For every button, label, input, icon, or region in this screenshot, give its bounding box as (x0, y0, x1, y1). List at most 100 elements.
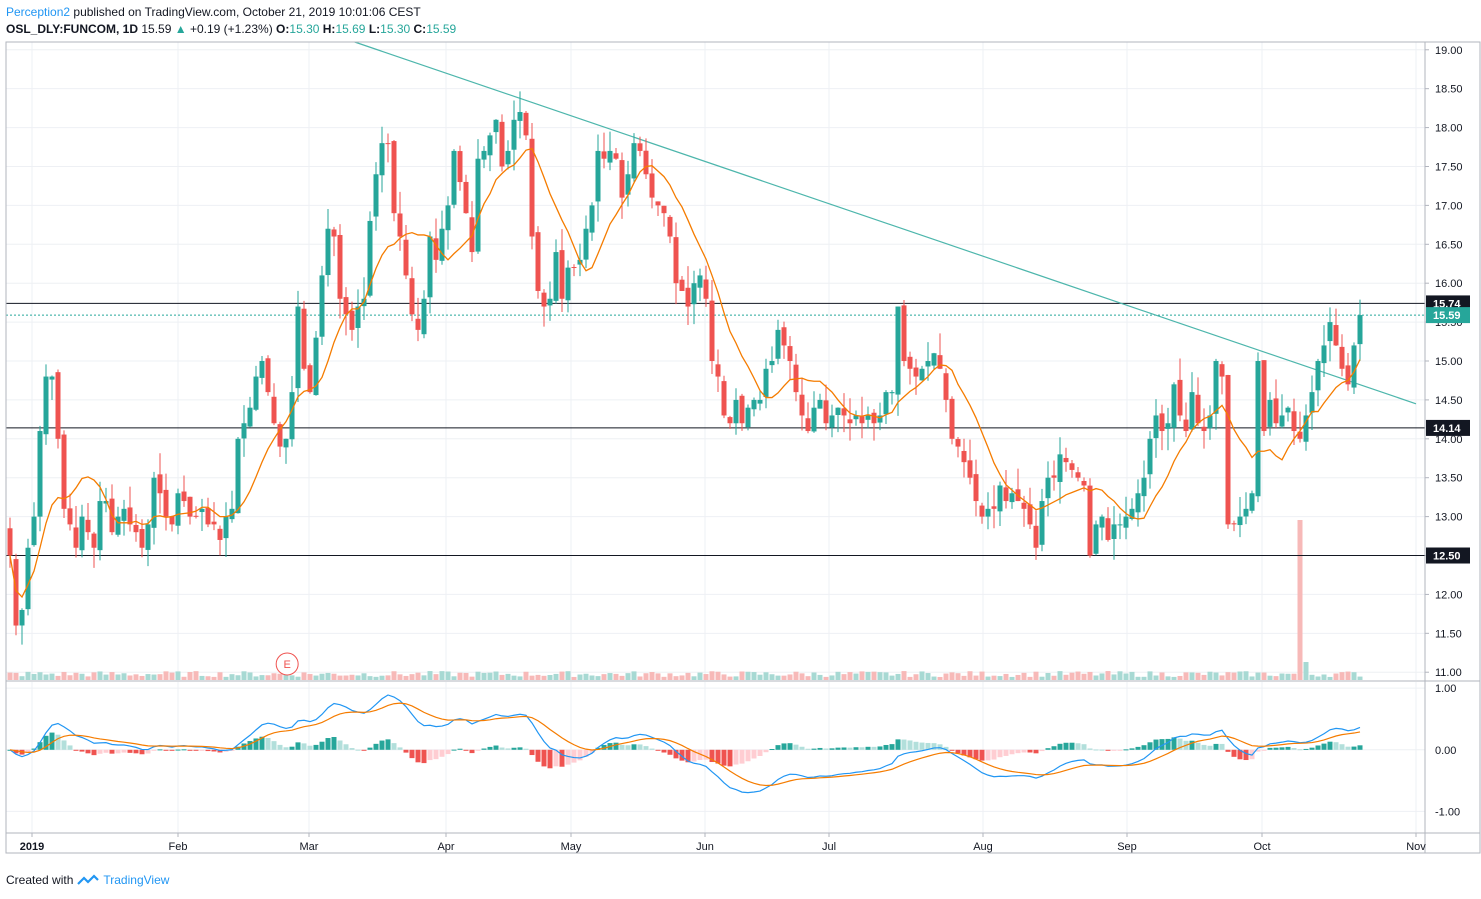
macd-histogram-bar (781, 743, 787, 750)
candle-body (691, 283, 697, 305)
macd-histogram-bar (61, 740, 67, 750)
candle-body (937, 355, 943, 369)
chart-header: Perception2 published on TradingView.com… (6, 4, 456, 38)
candle-body (217, 528, 223, 540)
candle-body (1159, 413, 1165, 432)
candle-body (133, 524, 139, 533)
candle-body (1183, 419, 1189, 432)
volume-bars (7, 520, 1363, 680)
candle-body (559, 250, 565, 299)
macd-histogram-bar (1063, 742, 1069, 750)
volume-bar (379, 675, 385, 680)
time-axis[interactable]: 2019 Feb Mar Apr May Jun Jul Aug Sep Oct Nov (20, 833, 1427, 853)
candle-body (139, 529, 145, 548)
volume-bar (841, 674, 847, 680)
macd-histogram-bar (1321, 743, 1327, 750)
volume-bar (1147, 671, 1153, 680)
macd-histogram-bar (157, 749, 163, 751)
candle-body (763, 368, 769, 397)
macd-histogram-bar (1195, 742, 1201, 750)
trend-line[interactable] (354, 41, 1417, 405)
volume-bar (697, 672, 703, 680)
signal-line (9, 702, 1361, 787)
candle-body (1213, 361, 1219, 414)
candle-body (547, 298, 553, 306)
volume-bar (703, 674, 709, 680)
macd-tick-label: 1.00 (1435, 683, 1456, 695)
macd-histogram-bar (1351, 746, 1357, 750)
volume-bar (691, 676, 697, 680)
candle-body (859, 416, 865, 424)
candle-body (565, 267, 571, 301)
candle-body (595, 150, 601, 202)
candle-body (1345, 365, 1351, 385)
candle-body (1327, 322, 1333, 342)
volume-bar (721, 674, 727, 680)
macd-histogram-bar (1111, 749, 1117, 751)
macd-histogram-bar (1225, 749, 1231, 752)
macd-histogram-bar (409, 749, 415, 759)
price-axis[interactable]: 19.0018.5018.0017.5017.0016.5016.0015.50… (1425, 45, 1463, 679)
close-value: 15.59 (426, 22, 457, 36)
volume-bar (685, 672, 691, 680)
candle-body (1081, 480, 1087, 486)
candle-body (817, 399, 823, 409)
volume-bar (217, 672, 223, 680)
macd-histogram-bar (949, 749, 955, 751)
macd-histogram-bar (13, 749, 19, 754)
macd-histogram-bar (1327, 741, 1333, 750)
author-link[interactable]: Perception2 (6, 5, 71, 19)
open-value: 15.30 (289, 22, 320, 36)
macd-histogram-bar (937, 744, 943, 750)
macd-histogram-bar (895, 739, 901, 750)
macd-histogram-bar (1141, 745, 1147, 750)
volume-bar (493, 671, 499, 680)
earnings-marker[interactable]: E (275, 652, 299, 676)
candle-body (829, 415, 835, 428)
volume-bar (61, 671, 67, 680)
candle-body (481, 150, 487, 160)
candle-body (55, 372, 61, 439)
symbol-label: OSL_DLY:FUNCOM, 1D (6, 22, 139, 36)
macd-pane (7, 694, 1363, 794)
candle-body (151, 477, 157, 528)
volume-bar (565, 671, 571, 680)
volume-bar (883, 672, 889, 680)
candle-body (895, 306, 901, 395)
macd-histogram-bar (1165, 738, 1171, 750)
volume-bar (1309, 674, 1315, 680)
macd-histogram-bar (133, 749, 139, 754)
tradingview-brand-link[interactable]: TradingView (103, 873, 170, 887)
candle-body (889, 392, 895, 394)
volume-bar (7, 672, 13, 680)
macd-histogram-bar (625, 745, 631, 750)
macd-histogram-bar (103, 749, 109, 753)
candle-body (1009, 493, 1015, 503)
volume-bar (637, 676, 643, 680)
volume-bar (319, 673, 325, 680)
candle-body (985, 508, 991, 517)
volume-bar (781, 675, 787, 680)
volume-bar (907, 676, 913, 680)
volume-bar (427, 671, 433, 680)
macd-histogram-bar (211, 749, 217, 752)
time-tick-label: Nov (1406, 841, 1426, 853)
macd-histogram-bar (817, 747, 823, 750)
candle-body (613, 153, 619, 159)
candle-body (1147, 438, 1153, 475)
volume-bar (1201, 674, 1207, 680)
publish-line: Perception2 published on TradingView.com… (6, 4, 456, 21)
candle-body (253, 376, 259, 410)
volume-bar (1129, 671, 1135, 680)
volume-bar (1207, 671, 1213, 680)
macd-histogram-bar (79, 749, 85, 752)
candle-body (1315, 361, 1321, 391)
candle-body (583, 228, 589, 260)
macd-histogram-bar (229, 749, 235, 751)
volume-bar (1183, 672, 1189, 680)
macd-axis[interactable]: 1.00 0.00 -1.00 (1435, 683, 1460, 818)
volume-bar (457, 672, 463, 680)
volume-bar (337, 675, 343, 680)
macd-histogram-bar (355, 749, 361, 751)
